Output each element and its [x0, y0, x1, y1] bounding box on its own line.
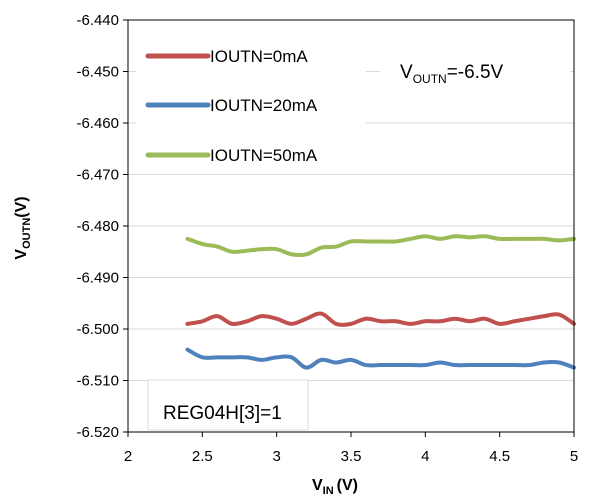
x-tick-label: 4 [421, 448, 429, 465]
y-tick-label: -6.480 [76, 218, 119, 235]
y-tick-label: -6.470 [76, 167, 119, 184]
reg-annotation: REG04H[3]=1 [163, 403, 282, 424]
x-tick-label: 2 [124, 448, 132, 465]
x-tick-label: 5 [570, 448, 578, 465]
legend-label-ioutn-0ma: IOUTN=0mA [210, 47, 308, 66]
x-axis-title: VIN (V) [312, 477, 358, 497]
series-line-ioutn-50ma [185, 234, 576, 258]
x-tick-label: 3 [272, 448, 280, 465]
legend-label-ioutn-20ma: IOUTN=20mA [210, 96, 318, 115]
legend: IOUTN=0mA IOUTN=20mA IOUTN=50mA [136, 37, 366, 170]
y-tick-label: -6.500 [76, 321, 119, 338]
vout-annotation: VOUTN=-6.5V [400, 62, 504, 86]
y-tick-labels: -6.440 -6.450 -6.460 -6.470 -6.480 -6.490 -6.5… [76, 12, 128, 441]
y-tick-label: -6.490 [76, 270, 119, 287]
y-tick-label: -6.450 [76, 64, 119, 81]
x-tick-label: 4.5 [489, 448, 510, 465]
y-tick-label: -6.440 [76, 12, 119, 29]
vout-annotation-background [380, 50, 570, 88]
series-line-ioutn-0ma [185, 311, 576, 327]
series-lines [185, 234, 576, 370]
series-line-ioutn-20ma [185, 347, 576, 370]
y-tick-label: -6.460 [76, 115, 119, 132]
x-tick-label: 3.5 [341, 448, 362, 465]
y-tick-label: -6.510 [76, 373, 119, 390]
y-axis-title: VOUTN(V) [13, 196, 33, 259]
x-tick-label: 2.5 [192, 448, 213, 465]
reg-annotation-box [147, 379, 309, 431]
legend-label-ioutn-50ma: IOUTN=50mA [210, 146, 318, 165]
x-tick-labels: 2 2.5 3 3.5 4 4.5 5 [124, 432, 578, 465]
y-tick-label: -6.520 [76, 424, 119, 441]
